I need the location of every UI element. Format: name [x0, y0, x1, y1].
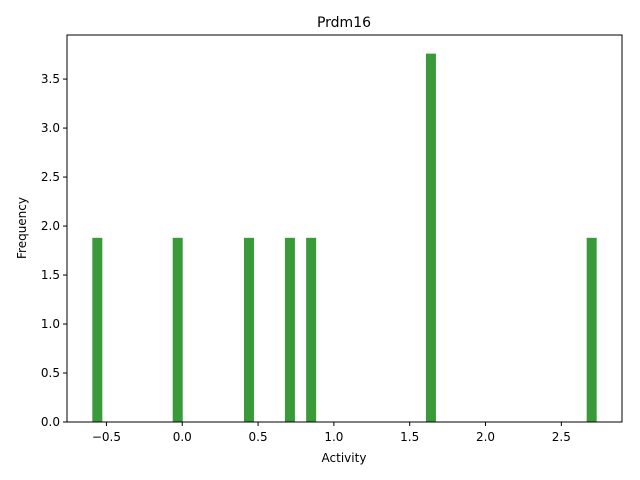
x-tick-label: −0.5: [92, 430, 121, 444]
chart-title: Prdm16: [317, 15, 371, 31]
bars-group: [92, 53, 597, 423]
histogram-bar-6: [425, 53, 436, 423]
histogram-bar-1: [92, 237, 103, 422]
histogram-bar-7: [586, 237, 597, 422]
histogram-bar-4: [284, 237, 295, 422]
x-tick-label: 1.0: [324, 430, 343, 444]
histogram-bar-3: [243, 237, 254, 422]
x-tick-label: 0.5: [249, 430, 268, 444]
x-axis-label: Activity: [322, 451, 367, 465]
y-tick-label: 1.0: [41, 317, 60, 331]
y-axis-ticks: 0.0 0.5 1.0 1.5 2.0 2.5 3.0 3.5: [41, 72, 67, 429]
x-tick-label: 0.0: [173, 430, 192, 444]
y-tick-label: 0.5: [41, 366, 60, 380]
x-tick-label: 2.0: [476, 430, 495, 444]
x-tick-label: 1.5: [400, 430, 419, 444]
plot-frame: [66, 34, 623, 423]
histogram-bar-5: [306, 237, 317, 422]
y-tick-label: 2.0: [41, 219, 60, 233]
x-tick-label: 2.5: [552, 430, 571, 444]
y-axis-label: Frequency: [15, 197, 29, 259]
y-tick-label: 3.5: [41, 72, 60, 86]
histogram-bar-2: [172, 237, 183, 422]
y-tick-label: 0.0: [41, 415, 60, 429]
x-axis-ticks: −0.5 0.0 0.5 1.0 1.5 2.0 2.5: [92, 422, 571, 444]
y-tick-label: 3.0: [41, 121, 60, 135]
y-tick-label: 2.5: [41, 170, 60, 184]
y-tick-label: 1.5: [41, 268, 60, 282]
